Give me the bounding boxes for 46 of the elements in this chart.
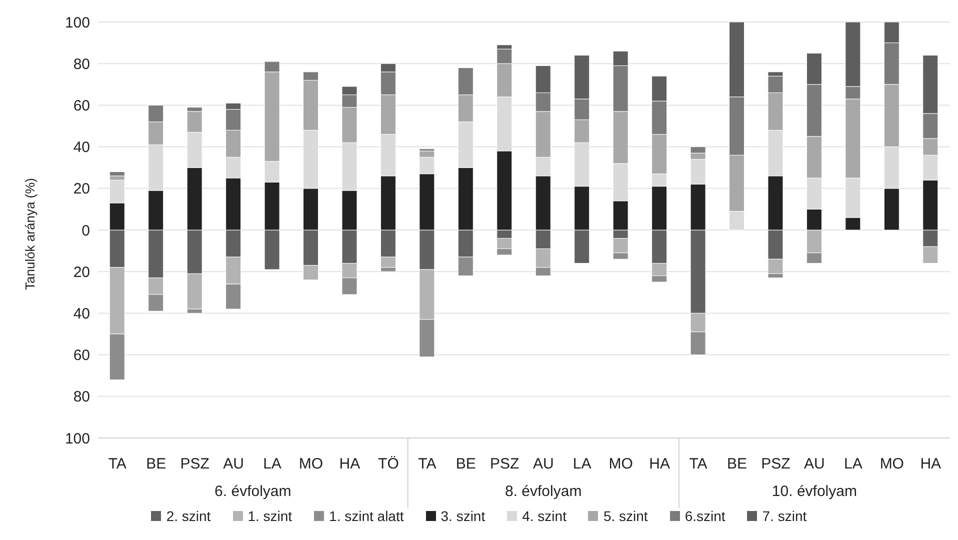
y-tick-label: 100 (64, 430, 90, 448)
legend-label: 3. szint (440, 508, 486, 524)
x-tick-label: AU (804, 456, 825, 473)
x-tick-label: AU (532, 456, 554, 473)
x-tick-label: BE (146, 456, 166, 473)
y-tick-label: 60 (73, 98, 90, 115)
x-tick-label: AU (223, 456, 244, 473)
y-tick-label: 80 (73, 56, 90, 73)
x-tick-label: BE (456, 456, 476, 473)
y-tick-label: 80 (73, 388, 90, 406)
x-tick-label: TA (689, 456, 708, 473)
legend-label: 1. szint (246, 508, 292, 524)
legend-label: 4. szint (521, 508, 566, 524)
x-tick-label: LA (263, 456, 282, 473)
x-tick-label: LA (844, 456, 862, 473)
bar (109, 172, 125, 176)
text: 6. évfolyam (214, 483, 292, 500)
y-tick-label: 20 (73, 180, 90, 198)
text: 8. évfolyam (505, 483, 582, 500)
x-tick-label: MO (880, 456, 904, 473)
legend-label: 1. szint alatt (328, 508, 404, 524)
x-tick-label: BE (726, 456, 748, 473)
x-tick-label: HA (649, 456, 670, 473)
y-axis-title: Tanulók aránya (%) (22, 178, 38, 290)
x-tick-label: PSZ (761, 456, 790, 473)
x-tick-label: PSZ (180, 456, 210, 473)
legend-label: 7. szint (761, 508, 807, 524)
y-tick-label: 100 (64, 14, 90, 32)
y-tick-label: 40 (73, 139, 90, 156)
text: 10. évfolyam (772, 483, 857, 500)
x-tick-label: MO (608, 456, 633, 473)
y-tick-label: 40 (73, 306, 90, 323)
y-tick-label: 20 (73, 264, 90, 281)
x-tick-label: TA (108, 456, 126, 473)
x-tick-label: MO (298, 456, 324, 473)
x-tick-label: HA (339, 456, 360, 473)
x-tick-label: PSZ (490, 456, 520, 473)
legend-label: 6.szint (684, 508, 726, 524)
legend-label: 5. szint (602, 508, 648, 524)
x-tick-label: TÖ (378, 456, 399, 473)
x-tick-label: TA (418, 456, 436, 473)
y-tick-label: 60 (73, 347, 90, 364)
x-tick-label: HA (920, 456, 942, 473)
legend-label: 2. szint (165, 508, 211, 524)
y-tick-label: 0 (82, 222, 90, 240)
x-tick-label: LA (572, 456, 592, 473)
